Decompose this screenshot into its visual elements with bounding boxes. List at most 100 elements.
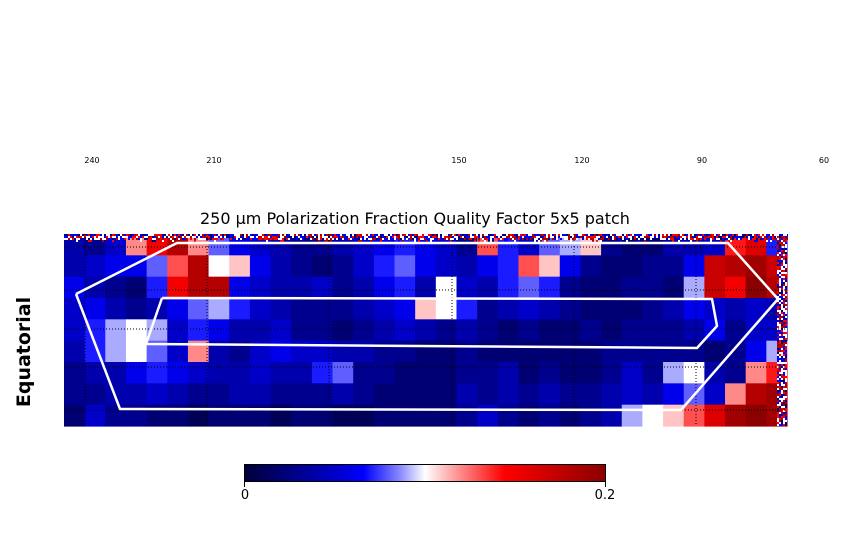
edge-noise-pixel <box>722 234 724 236</box>
heatmap-cell <box>208 255 230 278</box>
edge-noise-pixel <box>785 412 787 414</box>
edge-noise-pixel <box>336 236 338 238</box>
edge-noise-pixel <box>354 234 356 236</box>
edge-noise-pixel <box>300 238 302 240</box>
edge-noise-pixel <box>706 234 708 236</box>
edge-noise-pixel <box>783 262 785 264</box>
edge-noise-pixel <box>442 234 444 236</box>
edge-noise-pixel <box>372 238 374 240</box>
edge-noise-pixel <box>484 240 486 242</box>
edge-noise-pixel <box>774 238 776 240</box>
edge-noise-pixel <box>276 234 278 236</box>
edge-noise-pixel <box>674 234 676 236</box>
edge-noise-pixel <box>212 236 214 238</box>
edge-noise-pixel <box>278 238 280 240</box>
edge-noise-pixel <box>783 336 785 338</box>
edge-noise-pixel <box>322 236 324 238</box>
edge-noise-pixel <box>122 238 124 240</box>
edge-noise-pixel <box>358 238 360 240</box>
edge-noise-pixel <box>172 240 174 242</box>
heatmap-cell <box>601 255 623 278</box>
heatmap-cell <box>497 404 520 427</box>
edge-noise-pixel <box>777 332 779 334</box>
edge-noise-pixel <box>506 234 508 236</box>
edge-noise-pixel <box>522 234 524 236</box>
heatmap-cell <box>270 276 292 299</box>
edge-noise-pixel <box>694 236 696 238</box>
edge-noise-pixel <box>504 236 506 238</box>
heatmap-cell <box>456 340 478 363</box>
heatmap-cell <box>311 340 334 363</box>
edge-noise-pixel <box>406 238 408 240</box>
edge-noise-pixel <box>332 236 334 238</box>
edge-noise-pixel <box>168 234 170 236</box>
edge-noise-pixel <box>785 274 787 276</box>
edge-noise-pixel <box>785 366 787 368</box>
edge-noise-pixel <box>658 236 660 238</box>
edge-noise-pixel <box>358 236 360 238</box>
heatmap-cell <box>291 319 313 342</box>
edge-noise-pixel <box>162 240 164 242</box>
edge-noise-pixel <box>777 416 779 418</box>
edge-noise-pixel <box>560 238 562 240</box>
edge-noise-pixel <box>272 236 274 238</box>
edge-noise-pixel <box>779 284 781 286</box>
edge-noise-pixel <box>388 234 390 236</box>
edge-noise-pixel <box>785 406 787 408</box>
edge-noise-pixel <box>342 236 344 238</box>
edge-noise-pixel <box>162 234 164 236</box>
edge-noise-pixel <box>540 236 542 238</box>
heatmap-cell <box>311 404 334 427</box>
heatmap-cell <box>621 276 643 299</box>
heatmap-cells <box>64 234 788 427</box>
edge-noise-pixel <box>434 234 436 236</box>
edge-noise-pixel <box>746 236 748 238</box>
edge-noise-pixel <box>785 308 787 310</box>
edge-noise-pixel <box>608 236 610 238</box>
edge-noise-pixel <box>518 234 520 236</box>
edge-noise-pixel <box>785 298 787 300</box>
heatmap-cell <box>725 383 747 406</box>
heatmap-cell <box>270 404 292 427</box>
edge-noise-pixel <box>779 356 781 358</box>
edge-noise-pixel <box>312 238 314 240</box>
edge-noise-pixel <box>238 236 240 238</box>
edge-noise-pixel <box>592 236 594 238</box>
edge-noise-pixel <box>777 302 779 304</box>
edge-noise-pixel <box>426 236 428 238</box>
heatmap-cell <box>621 319 643 342</box>
heatmap-cell <box>311 298 334 320</box>
edge-noise-pixel <box>512 236 514 238</box>
edge-noise-pixel <box>672 238 674 240</box>
edge-noise-pixel <box>432 236 434 238</box>
edge-noise-pixel <box>777 244 779 246</box>
edge-noise-pixel <box>650 234 652 236</box>
heatmap-cell <box>601 362 623 384</box>
edge-noise-pixel <box>748 236 750 238</box>
edge-noise-pixel <box>781 374 783 376</box>
edge-noise-pixel <box>358 234 360 236</box>
edge-noise-pixel <box>777 350 779 352</box>
edge-noise-pixel <box>678 234 680 236</box>
edge-noise-pixel <box>670 236 672 238</box>
edge-noise-pixel <box>370 234 372 236</box>
heatmap-cell <box>580 340 602 363</box>
edge-noise-pixel <box>779 408 781 410</box>
heatmap-cell <box>725 319 747 342</box>
edge-noise-pixel <box>777 354 779 356</box>
edge-noise-pixel <box>400 234 402 236</box>
edge-noise-pixel <box>785 292 787 294</box>
edge-noise-pixel <box>779 328 781 330</box>
edge-noise-pixel <box>288 234 290 236</box>
edge-noise-pixel <box>238 234 240 236</box>
edge-noise-pixel <box>106 234 108 236</box>
edge-noise-pixel <box>316 238 318 240</box>
edge-noise-pixel <box>474 234 476 236</box>
edge-noise-pixel <box>132 238 134 240</box>
edge-noise-pixel <box>500 236 502 238</box>
edge-noise-pixel <box>779 278 781 280</box>
edge-noise-pixel <box>781 266 783 268</box>
edge-noise-pixel <box>700 234 702 236</box>
edge-noise-pixel <box>130 234 132 236</box>
edge-noise-pixel <box>302 238 304 240</box>
